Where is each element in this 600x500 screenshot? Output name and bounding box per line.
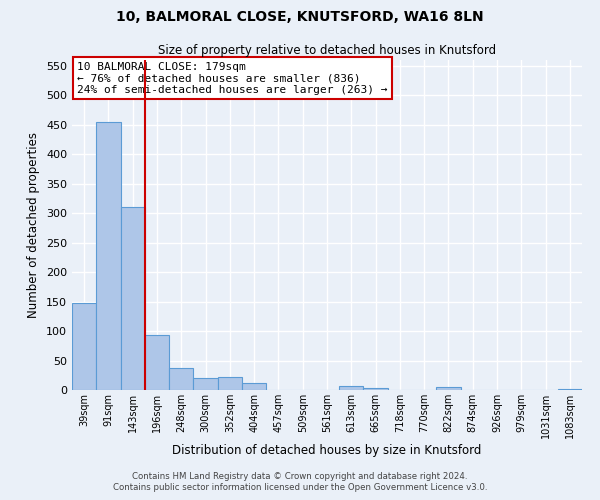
X-axis label: Distribution of detached houses by size in Knutsford: Distribution of detached houses by size …: [172, 444, 482, 456]
Bar: [436, 387, 461, 390]
Bar: [96, 122, 121, 390]
Bar: [121, 206, 145, 390]
Bar: [193, 378, 218, 390]
Bar: [339, 386, 364, 390]
Bar: [364, 388, 388, 390]
Title: Size of property relative to detached houses in Knutsford: Size of property relative to detached ho…: [158, 44, 496, 58]
Y-axis label: Number of detached properties: Number of detached properties: [28, 132, 40, 318]
Text: 10 BALMORAL CLOSE: 179sqm
← 76% of detached houses are smaller (836)
24% of semi: 10 BALMORAL CLOSE: 179sqm ← 76% of detac…: [77, 62, 388, 95]
Text: 10, BALMORAL CLOSE, KNUTSFORD, WA16 8LN: 10, BALMORAL CLOSE, KNUTSFORD, WA16 8LN: [116, 10, 484, 24]
Bar: [218, 377, 242, 390]
Bar: [145, 335, 169, 390]
Bar: [558, 389, 582, 390]
Bar: [169, 368, 193, 390]
Bar: [242, 383, 266, 390]
Text: Contains HM Land Registry data © Crown copyright and database right 2024.
Contai: Contains HM Land Registry data © Crown c…: [113, 472, 487, 492]
Bar: [72, 304, 96, 390]
